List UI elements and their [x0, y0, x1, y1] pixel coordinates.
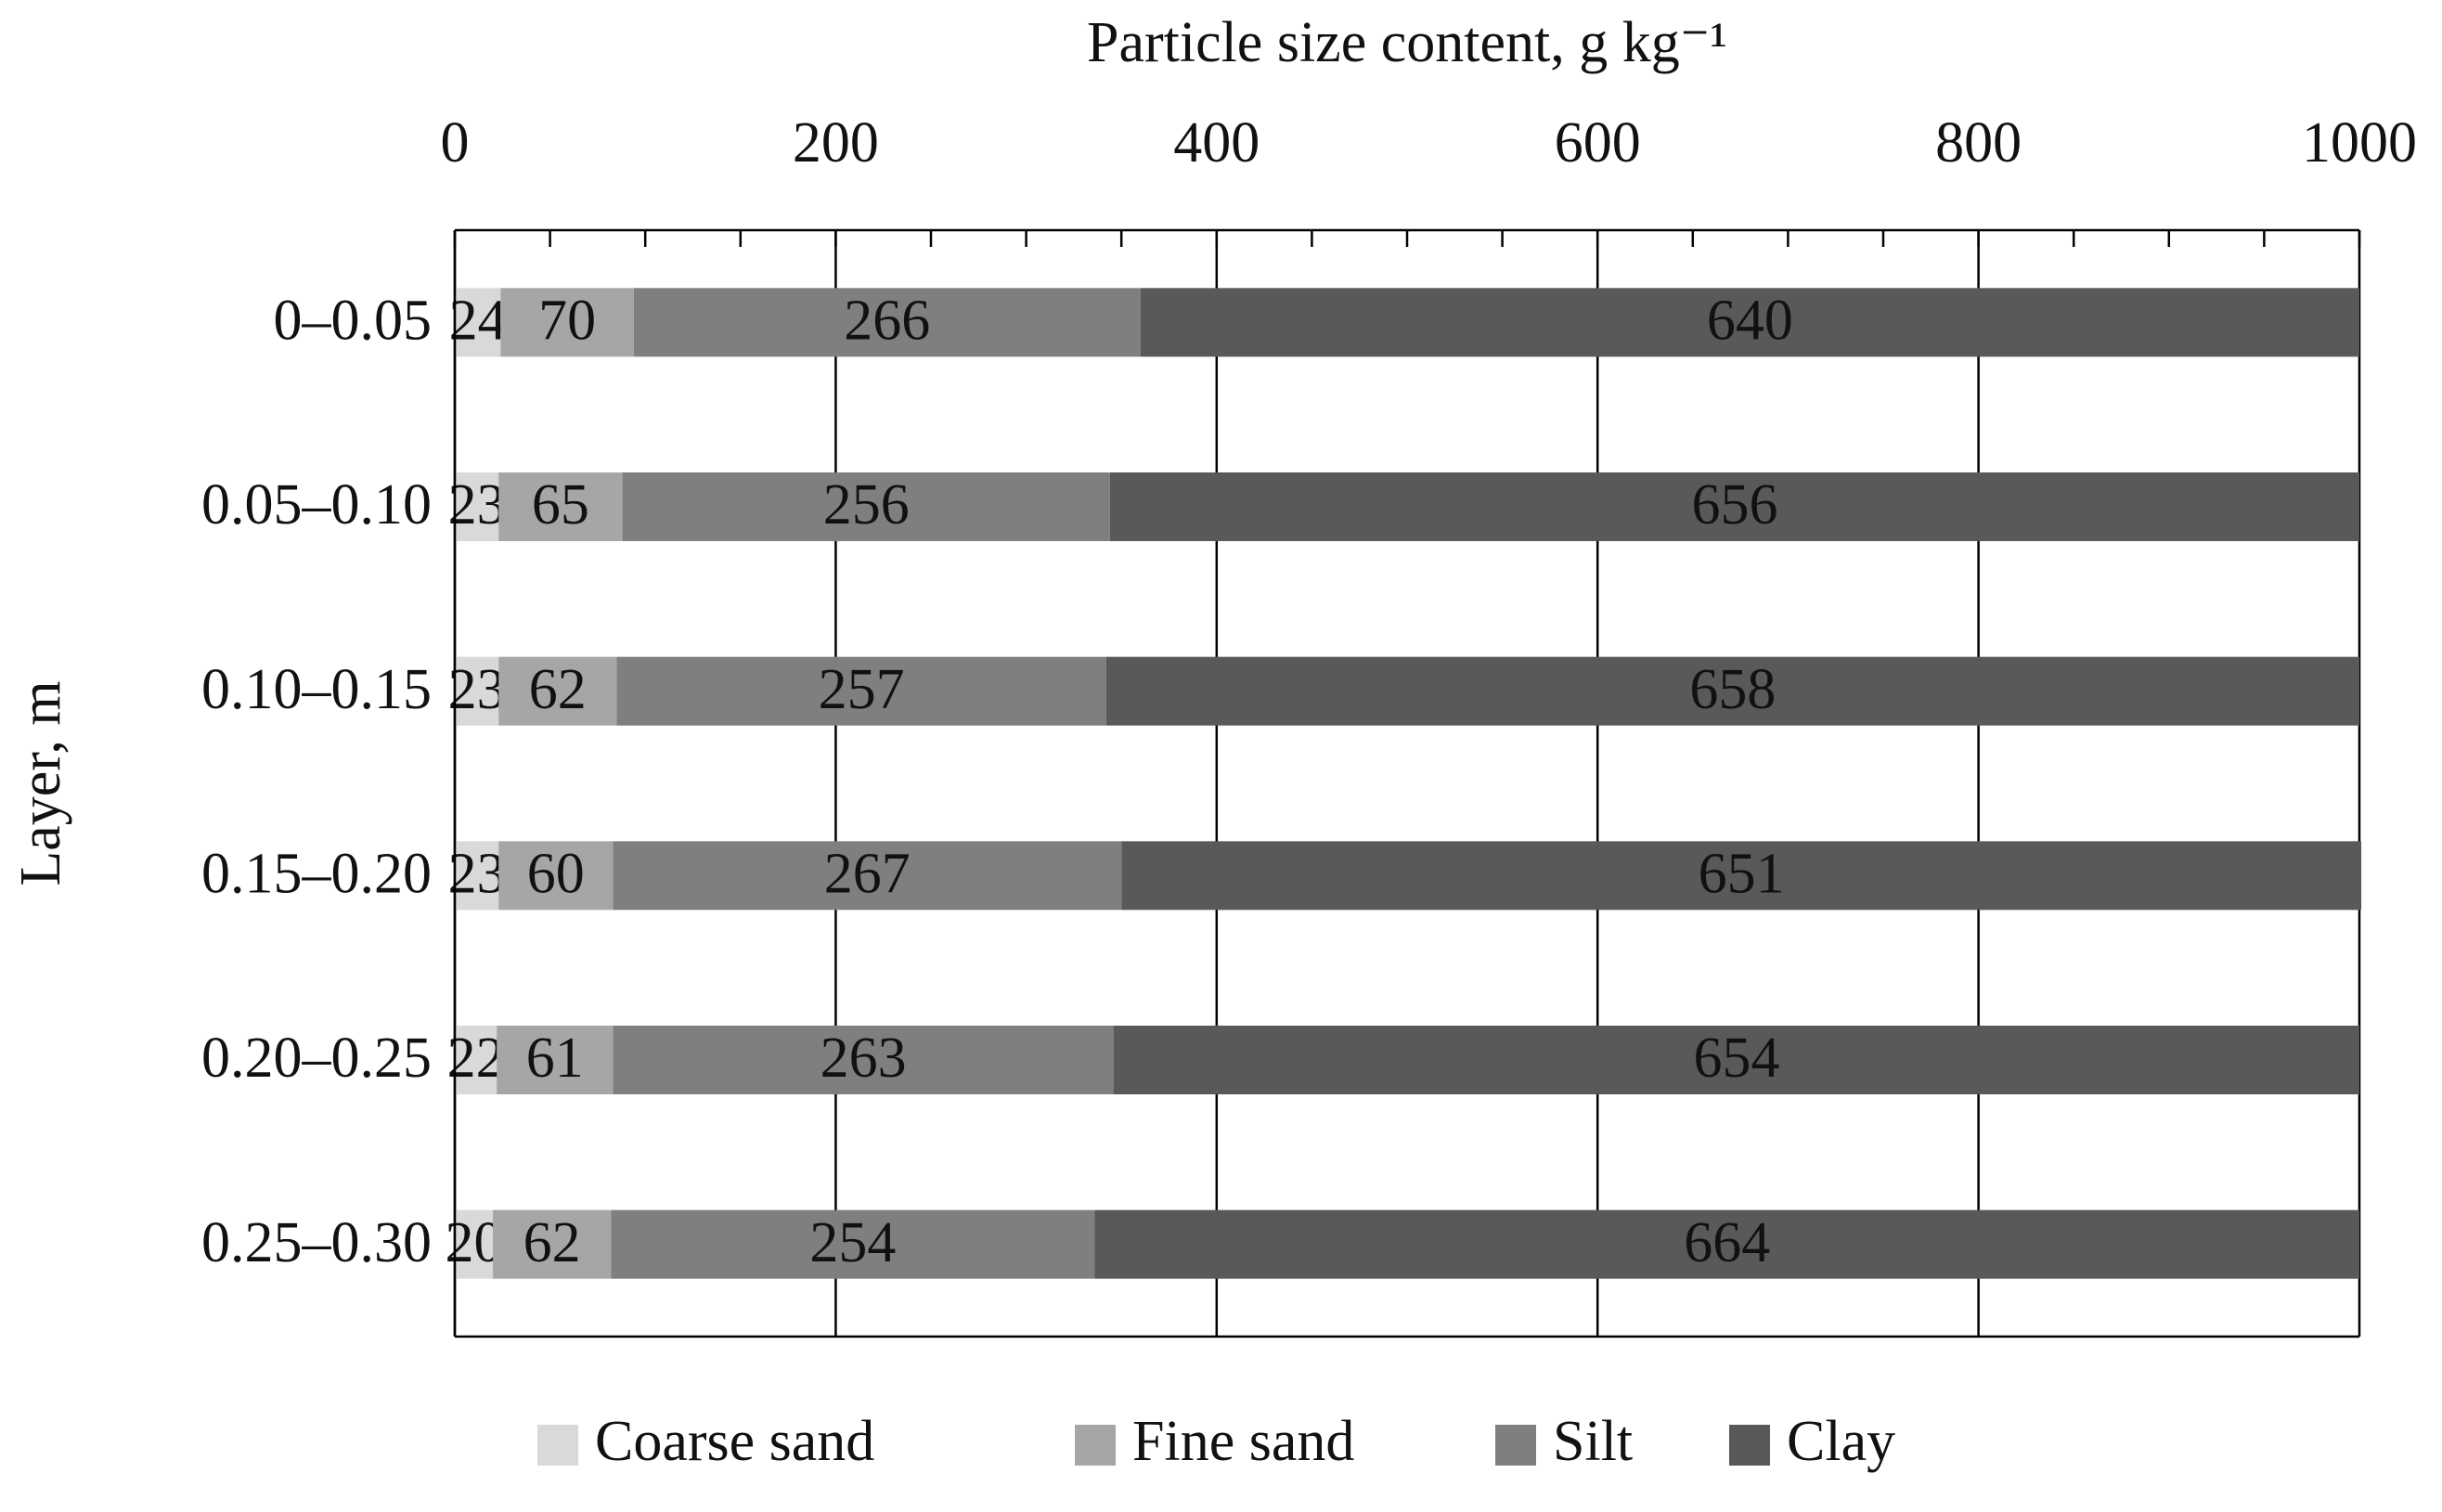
x-tick-label: 400 — [1173, 111, 1260, 174]
data-label: 656 — [1691, 473, 1777, 536]
legend-label: Coarse sand — [595, 1410, 874, 1473]
data-label: 640 — [1707, 290, 1793, 353]
x-tick-label: 0 — [441, 111, 470, 174]
bar-segment — [1109, 472, 2359, 541]
data-label: 257 — [819, 658, 905, 721]
y-tick-label: 0.05–0.10 — [201, 473, 432, 536]
bar-segment — [613, 1026, 1114, 1094]
bar-segment — [497, 1026, 614, 1094]
data-label: 61 — [526, 1027, 584, 1090]
bar-segment — [622, 472, 1110, 541]
bar-segment — [455, 472, 499, 541]
legend-swatch — [1075, 1425, 1116, 1466]
x-tick-label: 600 — [1555, 111, 1641, 174]
y-tick-label: 0.10–0.15 — [201, 658, 432, 721]
x-tick-label: 200 — [793, 111, 879, 174]
legend-label: Clay — [1787, 1410, 1895, 1473]
y-tick-label: 0.15–0.20 — [201, 843, 432, 906]
y-tick-label: 0.20–0.25 — [201, 1027, 432, 1090]
data-label: 23 — [448, 843, 506, 906]
bar-segment — [613, 841, 1122, 911]
bar-segment — [633, 288, 1141, 357]
data-label: 651 — [1699, 843, 1785, 906]
bar-segment — [498, 841, 614, 911]
bar-segment — [455, 841, 499, 911]
data-label: 70 — [538, 290, 596, 353]
legend-swatch — [1495, 1425, 1536, 1466]
bar-segment — [1140, 288, 2359, 357]
data-label: 62 — [529, 658, 587, 721]
y-tick-label: 0–0.05 — [274, 290, 433, 353]
data-label: 254 — [809, 1211, 896, 1274]
data-label: 263 — [820, 1027, 907, 1090]
data-label: 266 — [844, 290, 930, 353]
data-label: 65 — [532, 473, 589, 536]
data-label: 24 — [449, 290, 507, 353]
bar-segment — [1094, 1209, 2359, 1279]
data-label: 23 — [448, 473, 506, 536]
data-label: 654 — [1693, 1027, 1779, 1090]
bar-segment — [455, 288, 501, 357]
bar-segment — [1105, 656, 2359, 726]
x-tick-label: 800 — [1935, 111, 2022, 174]
x-tick-label: 1000 — [2302, 111, 2417, 174]
bar-segment — [616, 656, 1106, 726]
legend-swatch — [537, 1425, 578, 1466]
bar-segment — [498, 472, 623, 541]
data-label: 256 — [823, 473, 910, 536]
data-label: 664 — [1684, 1211, 1770, 1274]
y-tick-label: 0.25–0.30 — [201, 1211, 432, 1274]
bar-segment — [493, 1209, 612, 1279]
bar-segment — [1121, 841, 2362, 911]
data-label: 267 — [824, 843, 911, 906]
legend-label: Silt — [1553, 1410, 1633, 1473]
data-label: 658 — [1689, 658, 1776, 721]
legend-label: Fine sand — [1132, 1410, 1354, 1473]
data-label: 22 — [447, 1027, 505, 1090]
bar-segment — [455, 656, 499, 726]
bar-segment — [498, 656, 617, 726]
legend-swatch — [1729, 1425, 1770, 1466]
bar-segment — [455, 1026, 497, 1094]
x-axis-title: Particle size content, g kg⁻¹ — [1087, 11, 1727, 74]
bar-segment — [455, 1209, 494, 1279]
y-axis-title: Layer, m — [9, 680, 72, 885]
data-label: 23 — [448, 658, 506, 721]
data-label: 60 — [527, 843, 585, 906]
bar-segment — [1113, 1026, 2359, 1094]
bar-segment — [611, 1209, 1095, 1279]
data-label: 62 — [523, 1211, 581, 1274]
bar-segment — [500, 288, 634, 357]
